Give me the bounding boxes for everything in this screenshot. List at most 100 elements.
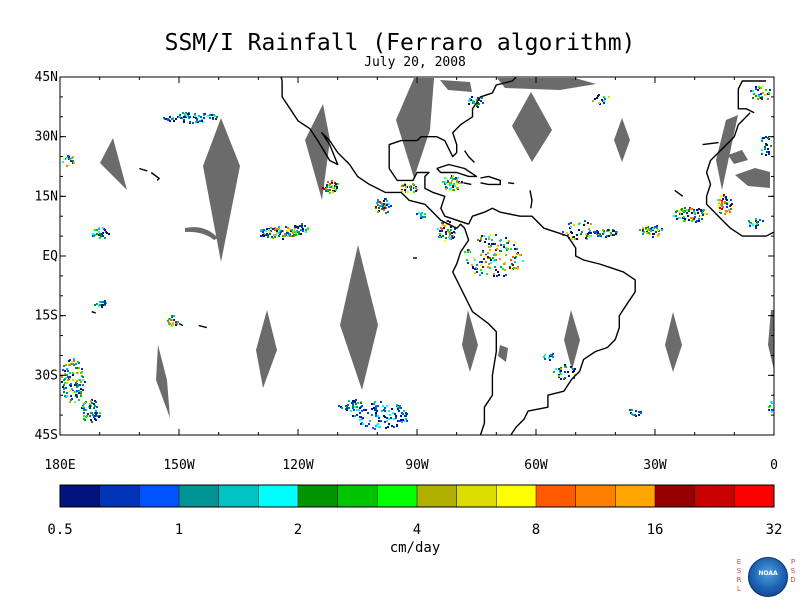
rain-pixel bbox=[397, 420, 399, 422]
rain-pixel bbox=[325, 190, 327, 192]
colorbar-swatch bbox=[615, 485, 656, 507]
rain-pixel bbox=[495, 269, 497, 271]
rain-pixel bbox=[690, 208, 692, 210]
coastline-pacific-islands bbox=[198, 324, 207, 329]
rain-pixel bbox=[762, 220, 764, 222]
rain-pixel bbox=[192, 122, 194, 124]
rain-pixel bbox=[767, 98, 769, 100]
rain-pixel bbox=[490, 262, 492, 264]
rain-pixel bbox=[361, 410, 363, 412]
colorbar-swatch bbox=[258, 485, 299, 507]
rain-pixel bbox=[209, 117, 211, 119]
rain-pixel bbox=[296, 226, 298, 228]
rain-pixel bbox=[93, 407, 95, 409]
rain-pixel bbox=[634, 414, 636, 416]
lat-tick-label: 45S bbox=[35, 428, 58, 443]
rain-pixel bbox=[755, 86, 757, 88]
colorbar-swatch bbox=[99, 485, 140, 507]
rain-pixel bbox=[761, 98, 763, 100]
rain-pixel bbox=[72, 372, 74, 374]
rain-pixel bbox=[467, 262, 469, 264]
missing-data-swath bbox=[305, 104, 330, 200]
rain-pixel bbox=[83, 415, 85, 417]
rain-pixel bbox=[704, 213, 706, 215]
rain-pixel bbox=[387, 211, 389, 213]
rain-pixel bbox=[439, 230, 441, 232]
rain-pixel bbox=[756, 223, 758, 225]
rain-pixel bbox=[578, 229, 580, 231]
rain-pixel bbox=[374, 409, 376, 411]
rain-pixel bbox=[74, 401, 76, 403]
rain-pixel bbox=[480, 237, 482, 239]
rain-pixel bbox=[653, 233, 655, 235]
rain-pixel bbox=[441, 222, 443, 224]
rain-pixel bbox=[82, 389, 84, 391]
rain-pixel bbox=[468, 103, 470, 105]
rain-pixel bbox=[496, 275, 498, 277]
rain-pixel bbox=[78, 367, 80, 369]
rain-pixel bbox=[640, 412, 642, 414]
rain-pixel bbox=[106, 232, 108, 234]
rain-pixel bbox=[490, 234, 492, 236]
rain-pixel bbox=[615, 231, 617, 233]
rain-pixel bbox=[302, 228, 304, 230]
rain-pixel bbox=[758, 86, 760, 88]
rain-pixel bbox=[729, 211, 731, 213]
rain-pixel bbox=[654, 226, 656, 228]
rain-pixel bbox=[292, 235, 294, 237]
rain-pixel bbox=[497, 245, 499, 247]
rain-pixel bbox=[688, 219, 690, 221]
rain-pixel bbox=[387, 426, 389, 428]
rain-pixel bbox=[635, 410, 637, 412]
rain-pixel bbox=[652, 228, 654, 230]
rain-pixel bbox=[96, 233, 98, 235]
rain-pixel bbox=[68, 360, 70, 362]
rain-pixel bbox=[276, 230, 278, 232]
rain-pixel bbox=[294, 225, 296, 227]
rain-pixel bbox=[454, 228, 456, 230]
rain-pixel bbox=[770, 145, 772, 147]
rain-pixel bbox=[374, 401, 376, 403]
rain-pixel bbox=[104, 300, 106, 302]
rain-pixel bbox=[271, 236, 273, 238]
rain-pixel bbox=[695, 221, 697, 223]
rain-pixel bbox=[488, 243, 490, 245]
rain-pixel bbox=[379, 426, 381, 428]
rain-pixel bbox=[437, 228, 439, 230]
rain-pixel bbox=[65, 364, 67, 366]
rain-pixel bbox=[169, 120, 171, 122]
rain-pixel bbox=[656, 225, 658, 227]
rain-pixel bbox=[63, 391, 65, 393]
rain-pixel bbox=[760, 87, 762, 89]
rain-pixel bbox=[765, 89, 767, 91]
rain-pixel bbox=[447, 181, 449, 183]
rain-pixel bbox=[765, 154, 767, 156]
rain-pixel bbox=[514, 257, 516, 259]
rain-pixel bbox=[177, 321, 179, 323]
rain-pixel bbox=[393, 426, 395, 428]
rain-pixel bbox=[355, 403, 357, 405]
rain-pixel bbox=[66, 157, 68, 159]
rain-pixel bbox=[597, 235, 599, 237]
colorbar-tick-label: 16 bbox=[646, 522, 664, 538]
rain-pixel bbox=[305, 229, 307, 231]
rain-pixel bbox=[720, 204, 722, 206]
rain-pixel bbox=[549, 359, 551, 361]
rain-pixel bbox=[69, 376, 71, 378]
rain-pixel bbox=[404, 189, 406, 191]
rain-pixel bbox=[473, 102, 475, 104]
rain-pixel bbox=[558, 375, 560, 377]
rain-pixel bbox=[482, 251, 484, 253]
rain-pixel bbox=[453, 183, 455, 185]
rain-pixel bbox=[752, 97, 754, 99]
rain-pixel bbox=[290, 235, 292, 237]
rain-pixel bbox=[87, 413, 89, 415]
rain-pixel bbox=[720, 212, 722, 214]
rain-pixel bbox=[681, 213, 683, 215]
rain-pixel bbox=[639, 229, 641, 231]
rain-pixel bbox=[473, 257, 475, 259]
coastline-newfoundland bbox=[540, 67, 564, 71]
rain-pixel bbox=[587, 222, 589, 224]
